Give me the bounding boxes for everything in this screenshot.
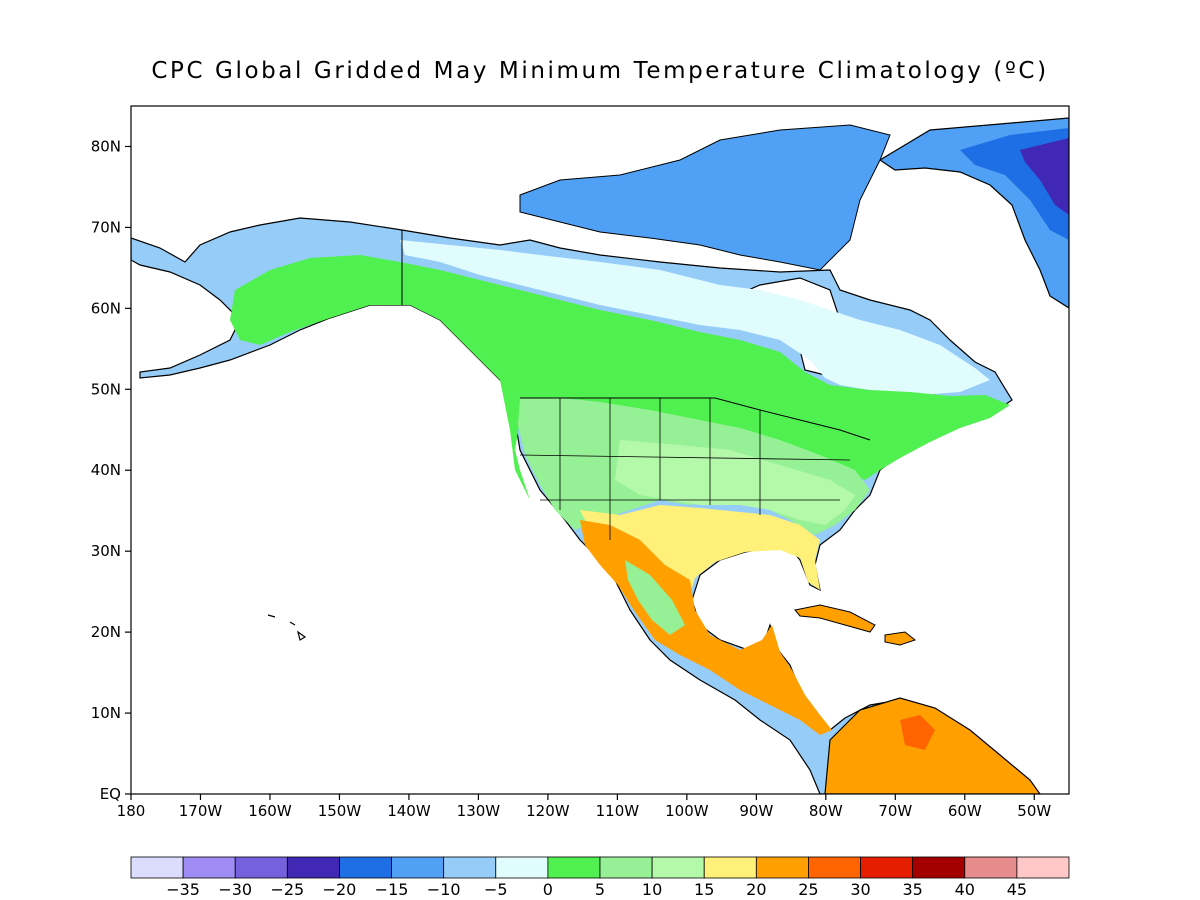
lon-tick-label: 130W bbox=[457, 802, 501, 820]
lat-tick-label: 40N bbox=[91, 461, 121, 479]
cuba bbox=[794, 604, 876, 633]
colorbar-swatch bbox=[391, 856, 445, 879]
mexico-inner bbox=[625, 560, 685, 635]
lat-tick-label: 70N bbox=[91, 218, 121, 236]
colorbar-swatch bbox=[651, 856, 705, 879]
lon-tick-label: 180 bbox=[117, 802, 146, 820]
colorbar-label: −20 bbox=[323, 880, 357, 899]
colorbar-label: 0 bbox=[543, 880, 553, 899]
lon-tick-label: 90W bbox=[739, 802, 773, 820]
colorbar-label: 5 bbox=[595, 880, 605, 899]
lon-tick-label: 140W bbox=[387, 802, 431, 820]
colorbar-label: −35 bbox=[166, 880, 200, 899]
boreal-band bbox=[230, 255, 1010, 500]
map-title: CPC Global Gridded May Minimum Temperatu… bbox=[151, 58, 1049, 84]
south-america bbox=[824, 697, 1041, 794]
colorbar-swatch bbox=[547, 856, 601, 879]
latitude-axis: 80N 70N 60N 50N 40N 30N 20N 10N EQ bbox=[91, 137, 131, 803]
state-lines bbox=[519, 398, 851, 540]
colorbar-label: −15 bbox=[375, 880, 409, 899]
colorbar-swatch bbox=[286, 856, 340, 879]
arctic-islands bbox=[519, 124, 891, 271]
lat-tick-label: 50N bbox=[91, 380, 121, 398]
lat-tick-label: 80N bbox=[91, 137, 121, 155]
lon-tick-label: 110W bbox=[596, 802, 640, 820]
colorbar-label: 45 bbox=[1007, 880, 1027, 899]
lon-tick-label: 80W bbox=[809, 802, 843, 820]
south-america-hot bbox=[900, 715, 935, 750]
colorbar-swatch bbox=[964, 856, 1018, 879]
colorbar-swatch bbox=[860, 856, 914, 879]
colorbar-swatch bbox=[443, 856, 497, 879]
colorbar-swatch bbox=[339, 856, 392, 879]
colorbar-swatch bbox=[755, 856, 809, 879]
colorbar-label: 10 bbox=[642, 880, 662, 899]
colorbar-swatch bbox=[182, 856, 236, 879]
lon-tick-label: 150W bbox=[318, 802, 362, 820]
lat-tick-label: 60N bbox=[91, 299, 121, 317]
colorbar-swatch bbox=[808, 856, 861, 879]
lat-tick-label: 10N bbox=[91, 704, 121, 722]
greenland-core bbox=[1020, 138, 1069, 215]
tundra-band bbox=[400, 240, 990, 395]
lon-tick-label: 70W bbox=[878, 802, 912, 820]
us-canada-border bbox=[401, 230, 871, 441]
colorbar: −35 −30 −25 −20 −15 −10 −5 0 5 10 15 20 25 30 35 40 45 bbox=[130, 856, 1070, 899]
lon-tick-label: 170W bbox=[179, 802, 223, 820]
colorbar-label: 40 bbox=[955, 880, 975, 899]
colorbar-swatch bbox=[912, 856, 966, 879]
colorbar-label: 25 bbox=[798, 880, 818, 899]
hispaniola bbox=[884, 631, 917, 646]
hawaii bbox=[267, 614, 307, 641]
longitude-axis: 180 170W 160W 150W 140W 130W 120W 110W 100W 90W 80… bbox=[117, 794, 1051, 820]
colorbar-label: 20 bbox=[746, 880, 766, 899]
lon-tick-label: 100W bbox=[665, 802, 709, 820]
colorbar-swatch bbox=[599, 856, 653, 879]
lon-tick-label: 160W bbox=[248, 802, 292, 820]
colorbar-label: 30 bbox=[850, 880, 870, 899]
lon-tick-label: 60W bbox=[948, 802, 982, 820]
colorbar-swatch bbox=[234, 856, 288, 879]
colorbar-swatch bbox=[703, 856, 757, 879]
lon-tick-label: 50W bbox=[1017, 802, 1051, 820]
lon-tick-label: 120W bbox=[526, 802, 570, 820]
plot-frame bbox=[130, 105, 1070, 795]
colorbar-label: −25 bbox=[270, 880, 304, 899]
colorbar-swatch bbox=[495, 856, 549, 879]
colorbar-swatch bbox=[130, 856, 184, 879]
lat-tick-label: EQ bbox=[100, 785, 121, 803]
colorbar-label: 15 bbox=[694, 880, 714, 899]
colorbar-label: 35 bbox=[902, 880, 922, 899]
lat-tick-label: 20N bbox=[91, 623, 121, 641]
warm-temperate bbox=[615, 440, 855, 525]
colorbar-label: −10 bbox=[427, 880, 461, 899]
subtropical bbox=[580, 505, 820, 600]
colorbar-swatch bbox=[1016, 856, 1070, 879]
colorbar-label: −30 bbox=[218, 880, 252, 899]
map-land bbox=[131, 117, 1069, 794]
colorbar-label: −5 bbox=[484, 880, 508, 899]
lat-tick-label: 30N bbox=[91, 542, 121, 560]
